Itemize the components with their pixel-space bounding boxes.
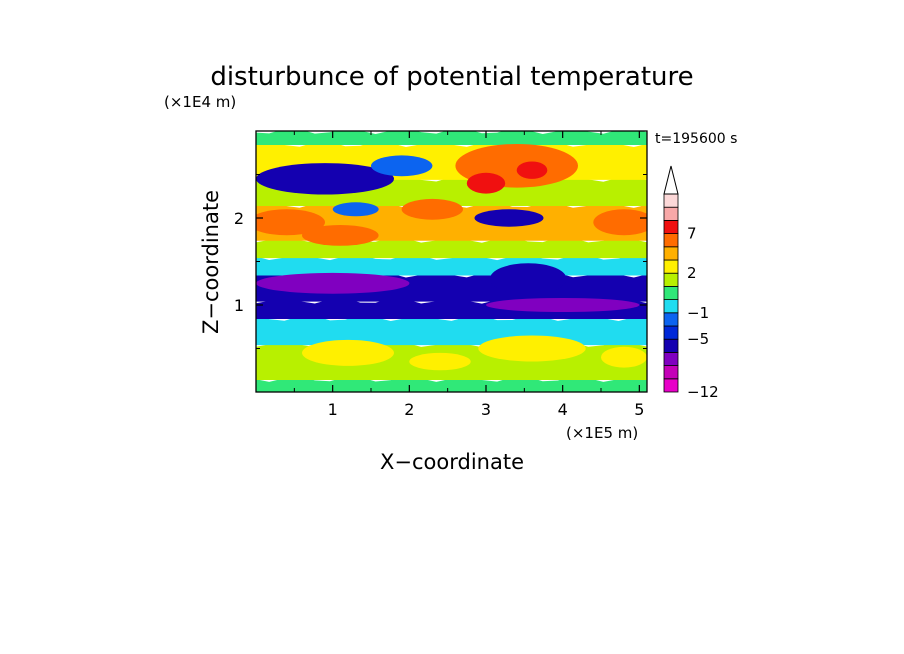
contour-blob <box>401 198 463 220</box>
contour-band <box>256 315 647 346</box>
colorbar-swatch <box>663 259 679 274</box>
contour-blob <box>466 172 506 194</box>
colorbar-swatch <box>663 312 679 327</box>
contour-blob <box>332 202 379 217</box>
colorbar-swatch <box>663 193 679 208</box>
colorbar-swatch <box>663 365 679 380</box>
x-tick-label: 3 <box>481 400 491 419</box>
contour-blob <box>601 346 647 368</box>
contour-blob <box>256 209 325 236</box>
contour-blob <box>409 352 471 371</box>
y-tick-label: 2 <box>234 209 244 228</box>
contour-band <box>256 131 647 146</box>
x-axis-label: X−coordinate <box>380 450 524 474</box>
colorbar-tick-label: 7 <box>687 225 697 243</box>
contour-blob <box>478 335 586 362</box>
x-scale-label: (×1E5 m) <box>566 424 638 442</box>
x-tick-label: 2 <box>404 400 414 419</box>
colorbar-swatch <box>663 219 679 234</box>
y-axis-label: Z−coordinate <box>199 190 223 334</box>
contour-blob <box>371 155 433 177</box>
contour-blob <box>302 225 379 246</box>
colorbar-extend-arrow <box>663 165 679 195</box>
contour-blob <box>302 339 394 366</box>
x-tick-label: 5 <box>634 400 644 419</box>
chart-title: disturbunce of potential temperature <box>210 62 693 92</box>
contour-band <box>256 376 647 392</box>
colorbar-swatch <box>663 206 679 221</box>
x-tick-label: 4 <box>558 400 568 419</box>
colorbar-tick-label: −1 <box>687 304 709 322</box>
contour-blob <box>486 298 640 312</box>
y-scale-label: (×1E4 m) <box>164 93 236 111</box>
contour-blob <box>474 209 544 227</box>
contour-blob <box>256 272 410 294</box>
colorbar-swatch <box>663 338 679 353</box>
colorbar-tick-label: −12 <box>687 383 719 401</box>
colorbar-tick-label: 2 <box>687 264 697 282</box>
colorbar-swatch <box>663 272 679 287</box>
contour-field <box>256 131 647 392</box>
colorbar-tick-label: −5 <box>687 330 709 348</box>
time-label: t=195600 s <box>655 131 737 147</box>
y-tick-label: 1 <box>234 296 244 315</box>
colorbar: −12−5−127 <box>663 165 719 401</box>
colorbar-swatch <box>663 233 679 248</box>
x-tick-label: 1 <box>328 400 338 419</box>
colorbar-swatch <box>663 325 679 340</box>
colorbar-swatch <box>663 299 679 314</box>
contour-blob <box>489 263 567 295</box>
colorbar-swatch <box>663 378 679 393</box>
colorbar-swatch <box>663 351 679 366</box>
contour-blob <box>516 161 548 179</box>
axis-ticks: 1 2 3 4 5 1 2 <box>234 131 647 419</box>
contour-blob <box>593 209 647 236</box>
colorbar-swatch <box>663 285 679 300</box>
contour-blob <box>256 163 394 195</box>
colorbar-swatch <box>663 246 679 261</box>
